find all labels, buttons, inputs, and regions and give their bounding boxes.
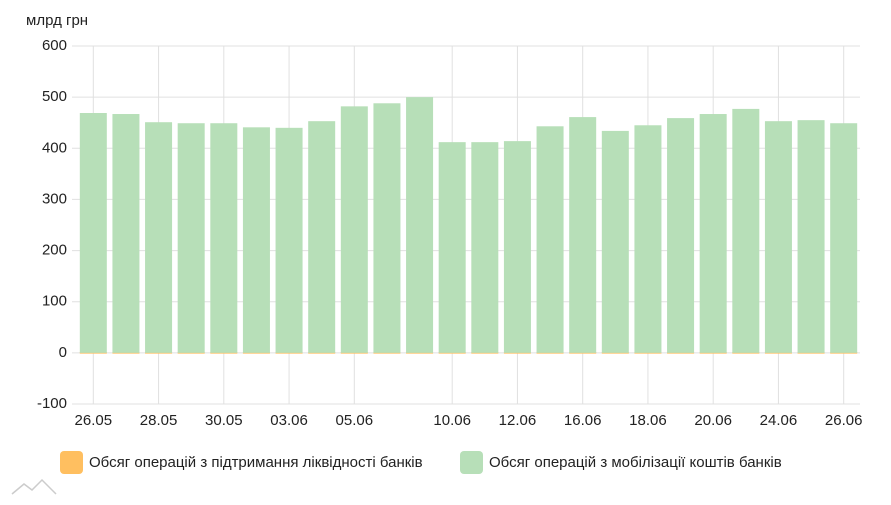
x-tick-label: 12.06: [499, 412, 537, 429]
y-tick-label: -100: [37, 395, 67, 412]
bar: [210, 123, 238, 353]
bar: [79, 112, 107, 353]
legend-swatch: [460, 451, 483, 474]
bar: [340, 106, 368, 353]
bar: [242, 127, 270, 353]
y-tick-label: 0: [59, 344, 67, 361]
y-tick-label: 400: [42, 139, 67, 156]
legend-item: Обсяг операцій з мобілізації коштів банк…: [460, 451, 782, 474]
x-tick-label: 30.05: [205, 412, 243, 429]
y-tick-label: 600: [42, 37, 67, 54]
x-tick-label: 18.06: [629, 412, 667, 429]
bar: [503, 141, 531, 353]
y-tick-label: 500: [42, 88, 67, 105]
y-tick-label: 300: [42, 190, 67, 207]
bar: [797, 120, 825, 353]
bar: [569, 117, 597, 353]
bar: [275, 127, 303, 353]
bar: [471, 142, 499, 353]
bar: [667, 118, 695, 353]
x-tick-label: 26.05: [75, 412, 113, 429]
x-tick-label: 26.06: [825, 412, 863, 429]
bar: [177, 123, 205, 353]
bar: [764, 121, 792, 353]
bar: [634, 125, 662, 353]
legend-swatch: [60, 451, 83, 474]
x-tick-label: 03.06: [270, 412, 308, 429]
bar: [830, 123, 858, 353]
logo: [11, 478, 57, 495]
bar: [308, 121, 336, 353]
legend-label: Обсяг операцій з мобілізації коштів банк…: [489, 454, 782, 471]
bar: [601, 130, 629, 353]
bar: [699, 114, 727, 353]
bar: [438, 142, 466, 353]
bar: [373, 103, 401, 353]
x-tick-label: 05.06: [336, 412, 374, 429]
x-tick-label: 20.06: [694, 412, 732, 429]
x-tick-label: 10.06: [433, 412, 471, 429]
x-tick-label: 24.06: [760, 412, 798, 429]
bar: [145, 122, 173, 353]
bar: [406, 97, 434, 353]
y-axis-label: млрд грн: [26, 12, 88, 29]
bar: [732, 108, 760, 353]
legend-item: Обсяг операцій з підтримання ліквідності…: [60, 451, 423, 474]
y-tick-label: 200: [42, 242, 67, 259]
bar: [536, 126, 564, 353]
legend-label: Обсяг операцій з підтримання ліквідності…: [89, 454, 423, 471]
x-tick-label: 16.06: [564, 412, 602, 429]
y-tick-label: 100: [42, 293, 67, 310]
bar: [112, 114, 140, 353]
x-tick-label: 28.05: [140, 412, 178, 429]
